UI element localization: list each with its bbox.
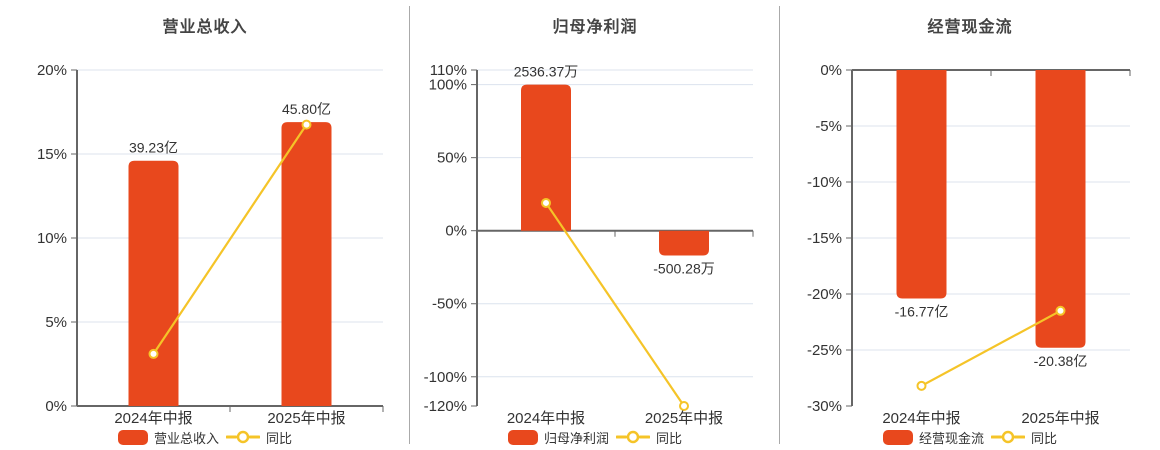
- y-tick-label: 15%: [37, 146, 67, 163]
- bar-2024年中报: [521, 84, 571, 231]
- bar-value-label: -20.38亿: [1034, 353, 1088, 369]
- bar-value-label: -500.28万: [653, 261, 714, 277]
- category-label: 2025年中报: [1021, 410, 1099, 427]
- y-tick-label: 5%: [45, 314, 67, 331]
- y-tick-label: -10%: [807, 174, 842, 191]
- category-label: 2024年中报: [882, 410, 960, 427]
- yoy-series-label: 同比: [656, 430, 683, 446]
- yoy-line-marker-icon: [226, 430, 260, 444]
- revenue-chart-svg: 20% 15% 10% 5% 0% 39.23亿 45.80亿 2024年中报 2025年中报: [37, 62, 384, 427]
- y-tick-label: 0%: [820, 62, 842, 79]
- category-label: 2025年中报: [267, 410, 345, 427]
- y-tick-label: -5%: [815, 118, 842, 135]
- yoy-data-point: [916, 380, 927, 391]
- legend-item-yoy-line[interactable]: 同比: [226, 428, 292, 447]
- net-profit-chart-panel: 归母净利润 110% 100% 50% 0% -50% -100% -120% 2536.37…: [410, 0, 780, 450]
- y-tick-label: -100%: [424, 369, 467, 386]
- bar-series-label: 经营现金流: [918, 430, 984, 446]
- y-tick-label: -50%: [432, 296, 467, 313]
- yoy-data-point: [1055, 305, 1066, 316]
- legend-item-bar-series[interactable]: 营业总收入: [117, 428, 219, 447]
- yoy-line-marker-icon: [616, 430, 650, 444]
- legend-item-yoy-line[interactable]: 同比: [616, 428, 682, 447]
- legend-item-bar-series[interactable]: 经营现金流: [882, 428, 984, 447]
- bar-series-swatch: [507, 429, 538, 445]
- bar-value-label: 2536.37万: [514, 64, 579, 80]
- yoy-trend-line: [545, 202, 685, 407]
- bar-series-label: 营业总收入: [153, 430, 219, 446]
- bar-2024年中报: [128, 160, 179, 406]
- bar-2025年中报: [1035, 70, 1086, 348]
- legend-item-yoy-line[interactable]: 同比: [991, 428, 1057, 447]
- net-profit-chart-legend: 归母净利润 同比: [410, 427, 780, 447]
- bar-value-label: 45.80亿: [282, 101, 331, 117]
- bar-value-label: -16.77亿: [895, 303, 949, 319]
- panel-divider: [779, 6, 780, 444]
- y-tick-label: -20%: [807, 286, 842, 303]
- legend-item-bar-series[interactable]: 归母净利润: [507, 428, 609, 447]
- yoy-data-point: [541, 197, 551, 208]
- y-tick-label: 20%: [37, 62, 67, 79]
- net-profit-chart-title: 归母净利润: [552, 19, 638, 36]
- bar-series-label: 归母净利润: [543, 430, 609, 446]
- cash-flow-chart-panel: 经营现金流 0% -5% -10% -15% -20% -25% -30% -16.77亿 -2…: [780, 0, 1160, 450]
- yoy-trend-line: [920, 309, 1062, 387]
- category-label: 2024年中报: [507, 410, 585, 427]
- y-tick-label: -25%: [807, 342, 842, 359]
- bar-series-swatch: [117, 429, 148, 445]
- bar-2025年中报: [659, 230, 709, 256]
- bar-2024年中报: [896, 70, 947, 299]
- y-tick-label: -120%: [424, 398, 467, 415]
- bar-value-label: 39.23亿: [129, 140, 178, 156]
- yoy-line-marker-icon: [991, 430, 1025, 444]
- y-tick-label: 50%: [437, 150, 467, 167]
- panel-divider: [409, 6, 410, 444]
- yoy-trend-line: [152, 123, 308, 355]
- yoy-data-point: [301, 119, 312, 130]
- bar-2025年中报: [281, 122, 332, 406]
- y-tick-label: -30%: [807, 398, 842, 415]
- cash-flow-chart-title: 经营现金流: [927, 19, 1013, 36]
- y-tick-label: 110%: [430, 62, 467, 79]
- yoy-data-point: [148, 348, 159, 359]
- bar-series-swatch: [882, 429, 913, 445]
- cash-flow-chart-legend: 经营现金流 同比: [780, 427, 1160, 447]
- net-profit-chart-svg: 110%100% 50% 0% -50% -100% -120% 2536.37万 -500.…: [424, 62, 754, 427]
- y-tick-label: -15%: [807, 230, 842, 247]
- yoy-series-label: 同比: [266, 430, 293, 446]
- revenue-chart-title: 营业总收入: [162, 19, 248, 36]
- y-tick-label: 100%: [429, 77, 467, 94]
- cash-flow-chart-svg: 0% -5% -10% -15% -20% -25% -30% -16.77亿 -20.38亿 2…: [807, 62, 1131, 427]
- category-label: 2024年中报: [114, 410, 192, 427]
- yoy-data-point: [679, 401, 689, 411]
- category-label: 2025年中报: [645, 410, 723, 427]
- yoy-series-label: 同比: [1031, 430, 1058, 446]
- y-tick-label: 0%: [445, 223, 467, 240]
- y-tick-label: 10%: [37, 230, 67, 247]
- y-tick-label: 0%: [45, 398, 67, 415]
- revenue-chart-panel: 营业总收入 20% 15% 10% 5% 0% 39.23亿 45.80亿 2024年中报 20…: [0, 0, 410, 450]
- revenue-chart-legend: 营业总收入 同比: [0, 427, 410, 447]
